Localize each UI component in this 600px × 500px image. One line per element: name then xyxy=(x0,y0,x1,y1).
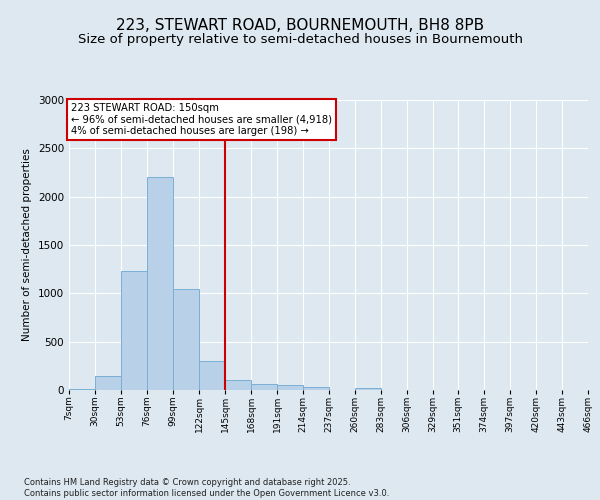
Bar xyxy=(121,271,147,390)
Bar xyxy=(303,387,329,390)
Bar xyxy=(277,384,303,390)
Bar xyxy=(69,388,95,390)
Bar xyxy=(147,178,173,390)
Text: Size of property relative to semi-detached houses in Bournemouth: Size of property relative to semi-detach… xyxy=(77,32,523,46)
Y-axis label: Number of semi-detached properties: Number of semi-detached properties xyxy=(22,148,32,342)
Bar xyxy=(355,388,381,390)
Bar xyxy=(251,384,277,390)
Bar xyxy=(173,290,199,390)
Bar xyxy=(95,376,121,390)
Text: 223, STEWART ROAD, BOURNEMOUTH, BH8 8PB: 223, STEWART ROAD, BOURNEMOUTH, BH8 8PB xyxy=(116,18,484,32)
Text: 223 STEWART ROAD: 150sqm
← 96% of semi-detached houses are smaller (4,918)
4% of: 223 STEWART ROAD: 150sqm ← 96% of semi-d… xyxy=(71,103,332,136)
Bar xyxy=(225,380,251,390)
Bar xyxy=(199,360,225,390)
Text: Contains HM Land Registry data © Crown copyright and database right 2025.
Contai: Contains HM Land Registry data © Crown c… xyxy=(24,478,389,498)
